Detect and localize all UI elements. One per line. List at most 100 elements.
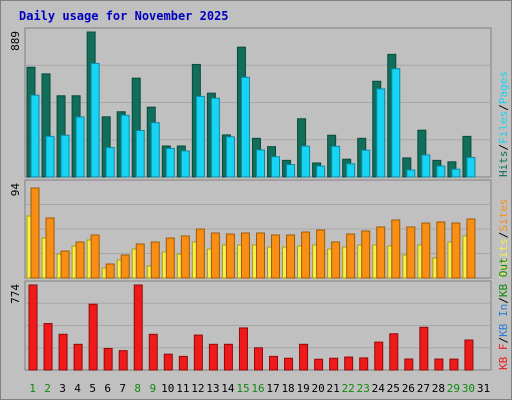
sites-bar <box>60 250 70 279</box>
kbytes-bar <box>103 347 113 371</box>
files-bar <box>331 145 341 178</box>
sites-bar <box>240 232 250 279</box>
files-bar <box>45 135 55 178</box>
x-tick-label: 21 <box>327 382 340 395</box>
kbytes-bar <box>253 347 263 371</box>
sites-bar <box>255 232 265 279</box>
files-bar <box>105 147 115 178</box>
files-bar <box>150 122 160 178</box>
x-tick-label: 7 <box>119 382 126 395</box>
x-tick-label: 9 <box>149 382 156 395</box>
files-bar <box>376 88 386 178</box>
kbytes-bar <box>434 358 444 371</box>
files-bar <box>60 134 70 178</box>
files-bar <box>286 164 296 178</box>
kbytes-bar <box>163 353 173 371</box>
legend-entry: Files <box>497 111 510 144</box>
legend-entry: KB F <box>497 344 510 371</box>
x-tick-label: 6 <box>104 382 111 395</box>
kbytes-bar <box>88 303 98 371</box>
sites-bar <box>346 233 356 279</box>
files-bar <box>120 114 130 178</box>
legend-entry: KB In <box>497 304 510 337</box>
kbytes-bar <box>28 284 38 371</box>
sites-bar <box>331 241 341 279</box>
x-tick-label: 20 <box>312 382 325 395</box>
files-bar <box>255 149 265 178</box>
sites-bar <box>316 229 326 279</box>
x-tick-label: 10 <box>161 382 174 395</box>
kbytes-bar <box>284 357 294 371</box>
legend-entry: Pages <box>497 71 510 104</box>
y-max-label-hits-files-pages: 889 <box>9 31 22 51</box>
files-bar <box>301 145 311 178</box>
x-tick-label: 16 <box>251 382 264 395</box>
sites-bar <box>195 228 205 279</box>
x-tick-label: 14 <box>221 382 235 395</box>
files-bar <box>346 163 356 178</box>
sites-bar <box>301 231 311 279</box>
files-bar <box>180 150 190 178</box>
files-bar <box>391 68 401 178</box>
kbytes-bar <box>43 323 53 371</box>
x-tick-label: 18 <box>281 382 294 395</box>
kbytes-bar <box>73 343 83 371</box>
sites-bar <box>451 222 461 279</box>
legend-separator: / <box>497 337 510 344</box>
x-tick-label: 3 <box>59 382 66 395</box>
chart-title: Daily usage for November 2025 <box>19 9 229 23</box>
files-bar <box>75 116 85 178</box>
kbytes-bar <box>389 333 399 371</box>
x-tick-label: 29 <box>447 382 460 395</box>
files-bar <box>165 147 175 178</box>
x-tick-label: 30 <box>462 382 475 395</box>
files-bar <box>466 156 476 178</box>
kbytes-bar <box>178 355 188 371</box>
x-tick-label: 31 <box>477 382 490 395</box>
sites-bar <box>90 234 100 279</box>
files-bar <box>406 169 416 178</box>
x-tick-label: 2 <box>44 382 51 395</box>
kbytes-bar <box>344 356 354 371</box>
kbytes-bar <box>58 333 68 371</box>
x-tick-label: 22 <box>342 382 355 395</box>
files-bar <box>135 130 145 178</box>
sites-bar <box>45 217 55 279</box>
legend-separator: / <box>497 144 510 151</box>
sites-bar <box>210 232 220 279</box>
sites-bar <box>421 222 431 279</box>
legend-entry: Visits <box>497 238 510 278</box>
x-tick-label: 24 <box>372 382 386 395</box>
kbytes-bar <box>118 350 128 371</box>
sites-bar <box>286 234 296 279</box>
legend-entry: KB Out <box>497 257 510 297</box>
files-bar <box>195 95 205 178</box>
sites-bar <box>105 263 115 279</box>
files-bar <box>421 154 431 178</box>
legend-hits-files-pages: Hits/Files/Pages <box>497 71 510 177</box>
sites-bar <box>135 243 145 279</box>
sites-bar <box>30 187 40 279</box>
x-tick-label: 25 <box>387 382 400 395</box>
x-tick-label: 19 <box>296 382 309 395</box>
x-tick-label: 5 <box>89 382 96 395</box>
sites-bar <box>120 254 130 279</box>
x-tick-label: 26 <box>402 382 415 395</box>
legend-kbytes: KB F/KB In/KB Out <box>497 257 510 370</box>
kbytes-bar <box>329 357 339 371</box>
sites-bar <box>165 237 175 279</box>
kbytes-bar <box>359 357 369 371</box>
kbytes-bar <box>148 333 158 371</box>
files-bar <box>316 165 326 178</box>
kbytes-bar <box>269 355 279 371</box>
y-max-label-visits-sites: 94 <box>9 183 22 197</box>
sites-bar <box>376 226 386 279</box>
kbytes-bar <box>238 327 248 371</box>
files-bar <box>271 156 281 178</box>
files-bar <box>451 168 461 178</box>
legend-separator: / <box>497 232 510 239</box>
sites-bar <box>406 226 416 279</box>
x-tick-label: 11 <box>176 382 189 395</box>
sites-bar <box>225 233 235 279</box>
